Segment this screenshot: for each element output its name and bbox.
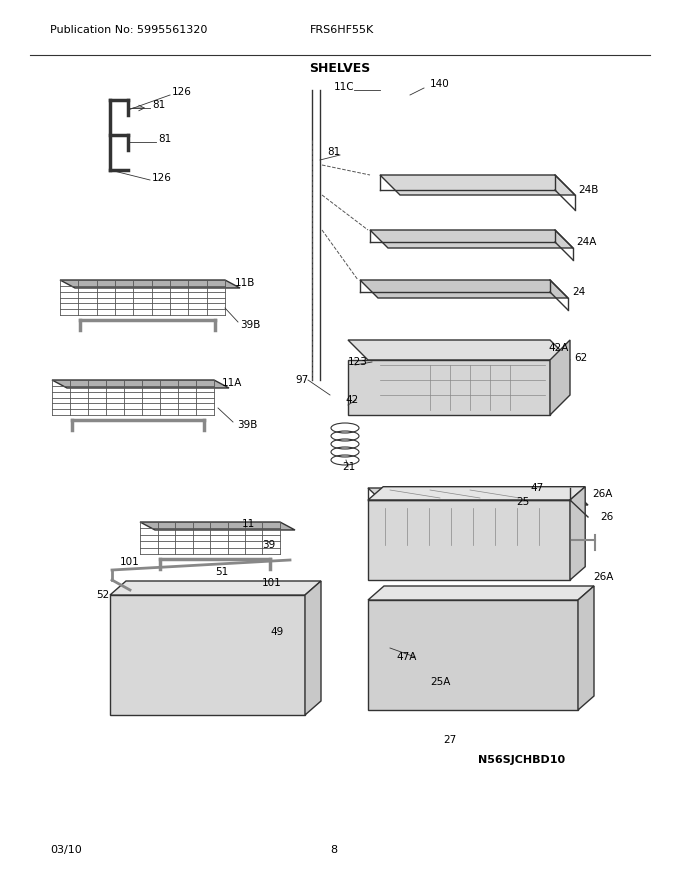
Text: 26A: 26A: [593, 572, 613, 582]
Text: 47: 47: [530, 483, 543, 493]
Polygon shape: [578, 586, 594, 710]
Text: 39: 39: [262, 540, 275, 550]
Text: 49: 49: [270, 627, 284, 637]
Polygon shape: [368, 500, 570, 580]
Text: 126: 126: [152, 173, 172, 183]
Text: 101: 101: [262, 578, 282, 588]
Polygon shape: [368, 600, 578, 710]
Polygon shape: [550, 340, 570, 415]
Text: 21: 21: [342, 462, 355, 472]
Text: N56SJCHBD10: N56SJCHBD10: [478, 755, 565, 765]
Text: 42: 42: [345, 395, 358, 405]
Text: 24A: 24A: [576, 237, 596, 247]
Polygon shape: [140, 522, 295, 530]
Polygon shape: [380, 175, 575, 195]
Polygon shape: [52, 380, 229, 388]
Text: 11B: 11B: [235, 278, 256, 288]
Polygon shape: [368, 488, 588, 505]
Text: 51: 51: [215, 567, 228, 577]
Text: 39B: 39B: [240, 320, 260, 330]
Text: 24: 24: [572, 287, 585, 297]
Text: 81: 81: [152, 100, 165, 110]
Text: Publication No: 5995561320: Publication No: 5995561320: [50, 25, 207, 35]
Text: 62: 62: [574, 353, 588, 363]
Text: 25A: 25A: [430, 677, 450, 687]
Polygon shape: [370, 230, 573, 248]
Polygon shape: [110, 581, 321, 595]
Text: 24B: 24B: [578, 185, 598, 195]
Text: 81: 81: [158, 134, 171, 144]
Polygon shape: [570, 487, 585, 580]
Text: 97: 97: [295, 375, 308, 385]
Text: 101: 101: [120, 557, 140, 567]
Text: 81: 81: [327, 147, 340, 157]
Text: 11C: 11C: [334, 82, 355, 92]
Text: 42A: 42A: [548, 343, 568, 353]
Text: 27: 27: [443, 735, 456, 745]
Text: SHELVES: SHELVES: [309, 62, 371, 75]
Text: 8: 8: [330, 845, 337, 855]
Text: 47A: 47A: [396, 652, 416, 662]
Polygon shape: [368, 487, 585, 500]
Text: 03/10: 03/10: [50, 845, 82, 855]
Text: 126: 126: [172, 87, 192, 97]
Text: FRS6HF55K: FRS6HF55K: [310, 25, 374, 35]
Text: 25: 25: [516, 497, 529, 507]
Text: 52: 52: [96, 590, 109, 600]
Text: 140: 140: [430, 79, 449, 89]
Polygon shape: [348, 360, 550, 415]
Polygon shape: [368, 586, 594, 600]
Polygon shape: [110, 595, 305, 715]
Text: 39B: 39B: [237, 420, 257, 430]
Polygon shape: [60, 280, 240, 288]
Text: 11A: 11A: [222, 378, 242, 388]
Text: 26: 26: [600, 512, 613, 522]
Polygon shape: [305, 581, 321, 715]
Text: 26A: 26A: [592, 489, 613, 499]
Polygon shape: [348, 340, 570, 360]
Text: 123: 123: [348, 357, 368, 367]
Text: 11: 11: [242, 519, 255, 529]
Polygon shape: [360, 280, 568, 298]
